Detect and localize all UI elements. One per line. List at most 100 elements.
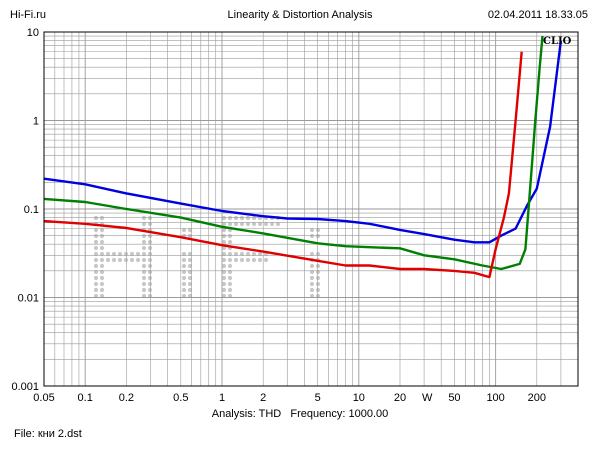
watermark-dot <box>123 257 129 263</box>
watermark-dot <box>93 215 99 221</box>
watermark-dot <box>93 239 99 245</box>
watermark-dot <box>99 281 105 287</box>
watermark-dot <box>141 281 147 287</box>
watermark-dot <box>309 287 315 293</box>
watermark-dot <box>251 215 257 221</box>
watermark-dot <box>135 257 141 263</box>
watermark-dot <box>227 233 233 239</box>
watermark-dot <box>309 233 315 239</box>
series-line-2 <box>43 35 544 271</box>
watermark-dot <box>221 287 227 293</box>
x-unit-label: W <box>422 392 433 404</box>
watermark-dot <box>187 257 193 263</box>
x-tick-label: 200 <box>528 392 546 404</box>
series-line-1 <box>43 40 563 244</box>
x-axis-ticks: 0.05 0.1 0.2 0.5 1 2 5 10 20 50 100 200 W <box>33 392 546 404</box>
watermark-dot <box>99 227 105 233</box>
watermark-dot <box>147 257 153 263</box>
watermark-dot <box>233 257 239 263</box>
watermark-dot <box>187 275 193 281</box>
watermark-dot <box>221 239 227 245</box>
watermark-dot <box>309 269 315 275</box>
watermark-dot <box>93 245 99 251</box>
series-line-3 <box>43 51 523 279</box>
watermark-dot <box>315 227 321 233</box>
watermark-dot <box>315 281 321 287</box>
watermark-dot <box>111 257 117 263</box>
watermark-dot <box>257 257 263 263</box>
watermark-dot <box>93 233 99 239</box>
y-tick-label: 1 <box>33 116 39 128</box>
watermark-dot <box>227 239 233 245</box>
watermark-dot <box>99 269 105 275</box>
watermark-dot <box>93 287 99 293</box>
watermark-dot <box>147 245 153 251</box>
x-tick-label: 50 <box>448 392 460 404</box>
watermark-dot <box>147 263 153 269</box>
analysis-label: Analysis: THD <box>211 408 282 420</box>
y-axis-ticks: 10 1 0.1 0.01 0.001 <box>11 27 39 393</box>
watermark-dot <box>315 269 321 275</box>
file-label: File: кни 2.dst <box>14 428 82 440</box>
y-tick-label: 0.1 <box>24 204 39 216</box>
watermark-dot <box>147 233 153 239</box>
x-tick-label: 2 <box>260 392 266 404</box>
watermark-dot <box>181 287 187 293</box>
watermark-dot <box>263 257 269 263</box>
watermark-dot <box>309 263 315 269</box>
watermark-dot <box>181 269 187 275</box>
y-tick-label: 10 <box>27 27 39 39</box>
plot-frame <box>43 31 579 387</box>
watermark-dot <box>221 215 227 221</box>
watermark-dot <box>315 233 321 239</box>
watermark-dot <box>239 215 245 221</box>
watermark-dot <box>187 287 193 293</box>
watermark-dot <box>147 239 153 245</box>
watermark-dot <box>309 281 315 287</box>
watermark-dot <box>93 275 99 281</box>
watermark-dot <box>93 257 99 263</box>
watermark-dot <box>93 269 99 275</box>
x-tick-label: 100 <box>486 392 504 404</box>
watermark-dot <box>181 263 187 269</box>
watermark-dot <box>99 215 105 221</box>
watermark-dot <box>147 281 153 287</box>
watermark-dot <box>129 257 135 263</box>
watermark-dot <box>187 281 193 287</box>
watermark-dot <box>227 281 233 287</box>
watermark-dot <box>227 263 233 269</box>
watermark-dot <box>147 275 153 281</box>
watermark-dot <box>105 257 111 263</box>
watermark-dot <box>141 245 147 251</box>
watermark-dot <box>147 215 153 221</box>
watermark-dot <box>239 257 245 263</box>
watermark-dot <box>141 269 147 275</box>
x-tick-label: 1 <box>219 392 225 404</box>
watermark-dot <box>181 281 187 287</box>
watermark-dot <box>315 275 321 281</box>
chart-title: Linearity & Distortion Analysis <box>227 9 373 21</box>
analysis-info: Analysis: THD Frequency: 1000.00 <box>0 408 600 420</box>
watermark-dot <box>227 269 233 275</box>
watermark-dot <box>187 233 193 239</box>
watermark-dot <box>309 275 315 281</box>
watermark-dot <box>245 215 251 221</box>
watermark-dot <box>315 263 321 269</box>
watermark-dot <box>117 257 123 263</box>
y-tick-label: 0.01 <box>18 293 39 305</box>
x-tick-label: 0.5 <box>173 392 188 404</box>
watermark-dot <box>99 257 105 263</box>
watermark-dot <box>93 281 99 287</box>
watermark-dot <box>147 287 153 293</box>
watermark-dot <box>221 275 227 281</box>
x-tick-label: 0.1 <box>78 392 93 404</box>
x-tick-label: 5 <box>315 392 321 404</box>
watermark-dot <box>227 287 233 293</box>
watermark-dot <box>141 257 147 263</box>
watermark-dot <box>309 227 315 233</box>
watermark-dot <box>93 227 99 233</box>
watermark-dot <box>221 257 227 263</box>
x-tick-label: 0.05 <box>33 392 54 404</box>
watermark-dot <box>187 263 193 269</box>
